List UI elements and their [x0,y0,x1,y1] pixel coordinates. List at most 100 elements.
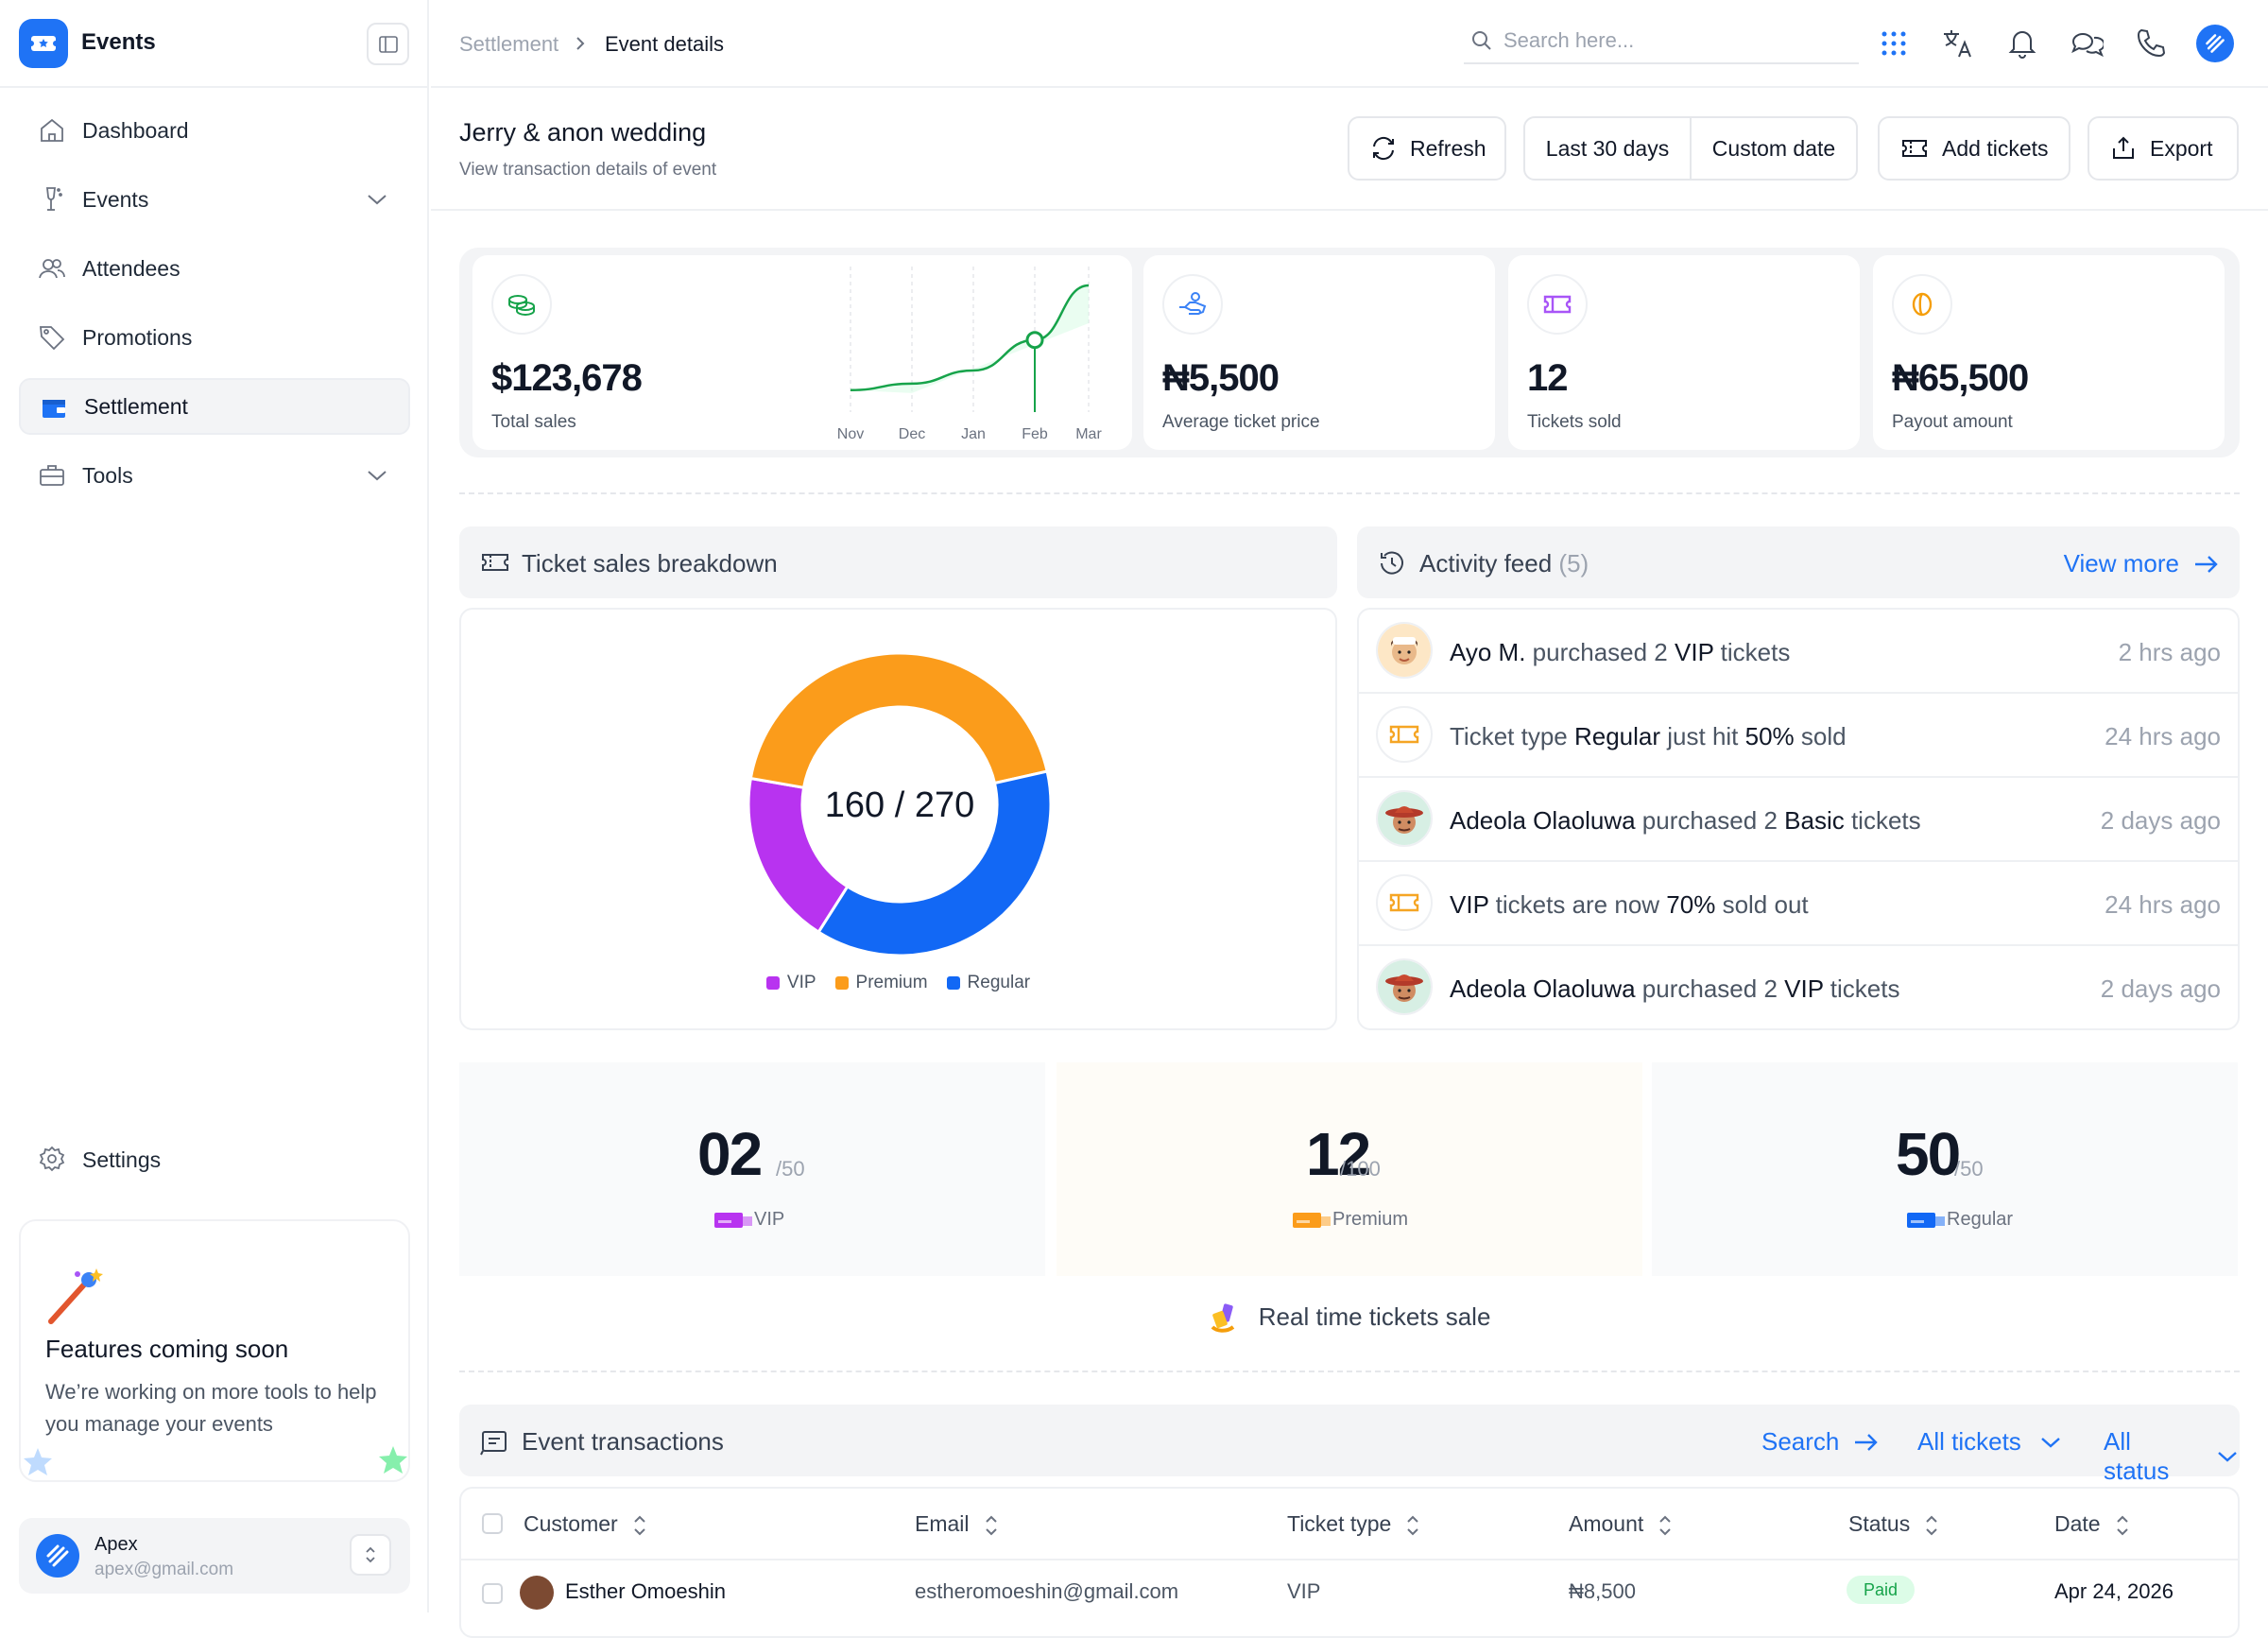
account-switch-button[interactable] [350,1534,391,1576]
column-header-email[interactable]: Email [915,1511,1000,1538]
select-all-checkbox[interactable] [482,1513,503,1534]
feed-item[interactable]: Adeola Olaoluwa purchased 2 VIP tickets 2… [1359,946,2238,1028]
search-input[interactable] [1503,26,1844,55]
refresh-button[interactable]: Refresh [1348,116,1506,181]
ticket-icon [1527,274,1588,335]
stats-row: $123,678 Total sales Nov Dec Jan Feb Mar ₦5,… [459,248,2240,457]
donut-legend: VIP Premium Regular [461,973,1335,993]
avatar [1376,622,1433,679]
sidebar-item-dashboard[interactable]: Dashboard [19,102,410,159]
ticket-card-icon [714,1211,752,1230]
apps-grid-icon[interactable] [1877,26,1911,60]
column-header-date[interactable]: Date [2054,1511,2131,1538]
search-box[interactable] [1464,21,1859,64]
chevron-down-icon[interactable] [365,190,389,209]
all-status-filter[interactable]: All status [2104,1427,2240,1486]
bell-icon[interactable] [2005,26,2039,60]
feed-text-part: VIP [1675,638,1714,666]
breadcrumb-event-details: Event details [605,32,724,56]
custom-date-button[interactable]: Custom date [1711,135,1836,161]
breadcrumb-settlement[interactable]: Settlement [459,32,559,56]
view-more-link[interactable]: View more [2064,549,2219,578]
column-label: Status [1848,1511,1911,1536]
feed-text: Adeola Olaoluwa purchased 2 VIP tickets [1450,974,1900,1004]
phone-icon[interactable] [2134,26,2168,60]
tier-count: 12 [1306,1120,1371,1188]
feed-text: Ticket type Regular just hit 50% sold [1450,722,1847,751]
sidebar-item-tools[interactable]: Tools [19,447,410,504]
feed-text-part: Basic [1784,806,1845,835]
transactions-header: Event transactions Search All tickets Al… [459,1405,2240,1485]
feed-time: 2 hrs ago [2118,638,2221,666]
ticket-icon [1376,706,1433,763]
feed-text-part: purchased 2 [1525,638,1675,666]
feed-time: 24 hrs ago [2105,722,2221,750]
tier-name: VIP [754,1209,785,1230]
sidebar-item-events[interactable]: Events [19,171,410,228]
feed-text-part: VIP [1784,974,1824,1003]
tick-label: Dec [899,426,925,442]
app-logo[interactable] [19,19,68,68]
export-button[interactable]: Export [2088,116,2239,181]
column-label: Email [915,1511,970,1536]
feed-text-part: 50% [1744,722,1795,750]
sort-icon [1657,1513,1674,1538]
tier-name: Premium [1332,1209,1409,1230]
transactions-title: Event transactions [522,1427,724,1456]
last-30-days-button[interactable]: Last 30 days [1525,118,1692,179]
translate-icon[interactable] [1941,26,1975,60]
column-label: Date [2054,1511,2101,1536]
topbar: Settlement Event details [431,0,2268,88]
sidebar-item-settlement[interactable]: Settlement [19,378,410,435]
sidebar-item-attendees[interactable]: Attendees [19,240,410,297]
column-header-ticket-type[interactable]: Ticket type [1287,1511,1421,1538]
avatar [520,1576,554,1610]
status-badge: Paid [1847,1576,1916,1604]
add-tickets-button[interactable]: Add tickets [1878,116,2070,181]
trend-band [850,285,1089,393]
promo-text: We’re working on more tools to help you … [45,1380,377,1436]
all-tickets-filter[interactable]: All tickets [1917,1427,2063,1457]
view-more-label: View more [2063,549,2179,578]
feed-item[interactable]: VIP tickets are now 70% sold out 24 hrs a… [1359,862,2238,946]
star-icon [376,1444,408,1478]
feed-item[interactable]: Adeola Olaoluwa purchased 2 Basic ticket… [1359,778,2238,862]
user-email: apex@gmail.com [94,1560,234,1579]
tier-total: /50 [776,1157,805,1181]
app-name: Events [81,29,156,55]
transactions-table: Customer Email Ticket type Amount Status… [459,1487,2240,1638]
chevron-down-icon[interactable] [365,466,389,485]
arrow-right-icon [1852,1431,1879,1454]
donut-center-label: 160 / 270 [825,785,974,825]
donut-slice-regular[interactable] [816,769,1053,957]
sidebar-item-settings[interactable]: Settings [19,1130,410,1187]
stat-card-payout: ₦65,500 Payout amount [1873,255,2225,450]
feed-text-part: VIP [1450,890,1489,919]
table-row[interactable]: Esther Omoeshin estheromoeshin@gmail.com… [461,1562,2238,1636]
features-promo-card: Features coming soon We’re working on mo… [19,1219,410,1482]
star-icon [21,1446,55,1480]
column-header-status[interactable]: Status [1848,1511,1940,1538]
sidebar-item-promotions[interactable]: Promotions [19,309,410,366]
legend-item: Regular [946,973,1030,993]
collapse-sidebar-button[interactable] [367,23,409,65]
highlight-point[interactable] [1025,331,1044,350]
transactions-search-button[interactable]: Search [1761,1427,1879,1457]
user-account-switcher[interactable]: Apex apex@gmail.com [19,1518,410,1594]
donut-slice-premium[interactable] [748,651,1049,790]
feed-text-part: tickets [1844,806,1921,835]
column-header-customer[interactable]: Customer [524,1511,648,1538]
upload-icon [2110,135,2150,162]
tier-card: 50/50 Regular [1652,1062,2238,1276]
chat-icon[interactable] [2070,26,2104,60]
feed-text-part: sold [1794,722,1847,750]
profile-avatar[interactable] [2196,25,2234,62]
row-checkbox[interactable] [482,1583,503,1604]
feed-item[interactable]: Ayo M. purchased 2 VIP tickets 2 hrs ago [1359,610,2238,694]
feed-text-part: tickets are now [1488,890,1667,919]
sort-icon [983,1513,1000,1538]
cell-date: Apr 24, 2026 [2054,1579,2174,1603]
column-header-amount[interactable]: Amount [1569,1511,1674,1538]
feed-item[interactable]: Ticket type Regular just hit 50% sold 24 … [1359,694,2238,778]
wallet-icon [40,394,68,422]
